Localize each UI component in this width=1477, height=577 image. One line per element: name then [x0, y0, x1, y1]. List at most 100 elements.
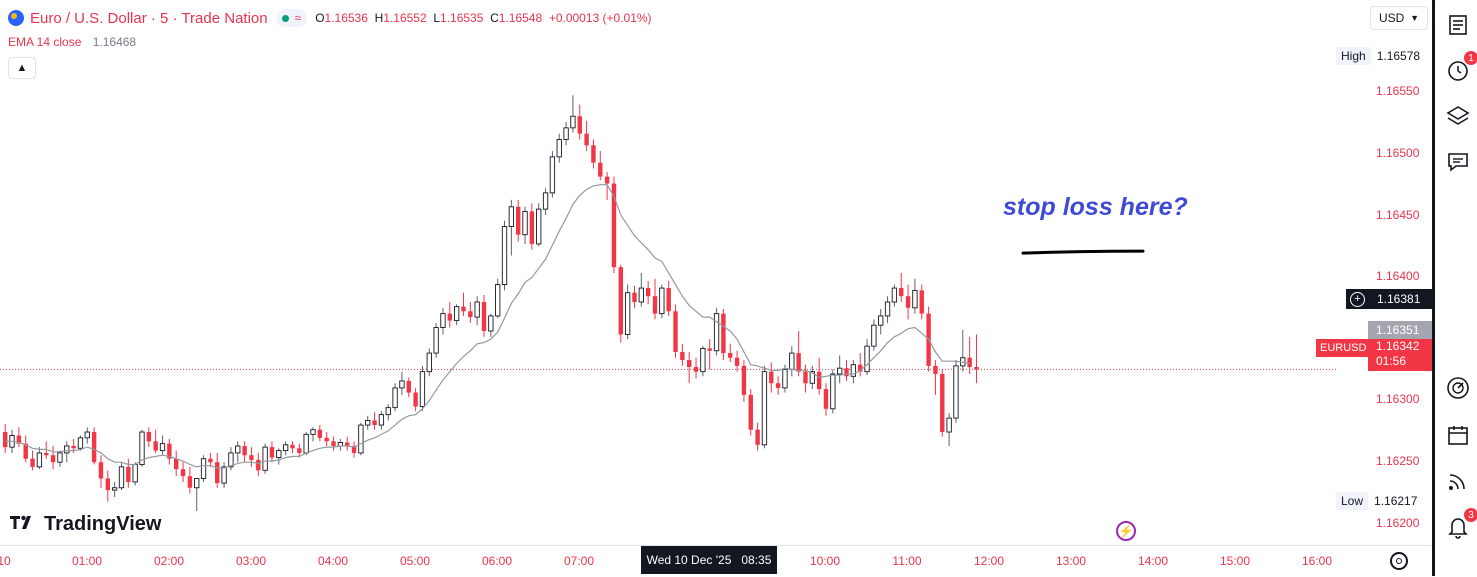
candle-down — [297, 448, 302, 453]
candle-down — [208, 458, 213, 463]
gear-icon[interactable] — [1390, 552, 1408, 570]
candle-down — [290, 444, 295, 449]
candle-down — [769, 371, 774, 384]
candle-down — [98, 462, 104, 479]
candle-up — [570, 115, 576, 129]
candle-up — [159, 443, 166, 452]
low-label: Low 1.16217 — [1336, 492, 1423, 510]
broadcast-icon — [1449, 474, 1465, 490]
candle-up — [282, 444, 289, 452]
broadcast-button[interactable] — [1442, 465, 1474, 497]
add-alert-icon[interactable]: + — [1350, 291, 1365, 307]
candle-down — [269, 447, 275, 458]
candle-up — [659, 287, 665, 315]
candle-up — [830, 373, 836, 410]
candle-up — [891, 287, 898, 303]
candle-up — [399, 380, 405, 389]
candle-down — [146, 432, 152, 442]
alerts-button[interactable]: 1 — [1442, 51, 1477, 86]
candle-up — [488, 315, 494, 332]
candle-up — [118, 466, 125, 489]
candle-up — [132, 464, 138, 483]
ohlc-high: 1.16552 — [383, 11, 427, 25]
layers-button[interactable] — [1442, 100, 1474, 132]
candle-down — [529, 211, 535, 244]
crosshair-price-label[interactable]: + 1.16381 — [1346, 289, 1432, 309]
chat-icon — [1448, 153, 1468, 172]
candle-down — [3, 432, 8, 448]
candle-up — [782, 368, 788, 389]
candle-down — [775, 383, 781, 388]
collapse-legend-button[interactable]: ▲ — [8, 57, 36, 79]
ohlc-change: +0.00013 (+0.01%) — [548, 11, 652, 25]
price-tick: 1.16200 — [1376, 516, 1420, 530]
ohlc-low: 1.16535 — [440, 11, 484, 25]
chevron-down-icon: ▼ — [1410, 13, 1419, 23]
candle-down — [174, 458, 179, 470]
status-pill-glyph: ≈ — [294, 11, 302, 25]
watchlist-button[interactable] — [1442, 9, 1474, 41]
time-tick: 16:00 — [1301, 554, 1333, 568]
chat-button[interactable] — [1442, 146, 1474, 178]
candle-down — [345, 442, 350, 446]
candle-up — [358, 424, 364, 454]
candle-up — [474, 301, 480, 318]
price-tick: 1.16250 — [1376, 454, 1420, 468]
candle-down — [372, 420, 377, 426]
candle-down — [604, 176, 610, 184]
candle-up — [624, 292, 631, 335]
currency-select[interactable]: USD ▼ — [1370, 6, 1428, 30]
candle-up — [228, 452, 234, 468]
speedometer-button[interactable] — [1442, 372, 1474, 404]
candle-down — [481, 302, 487, 332]
candle-down — [933, 365, 938, 374]
time-cursor-label: Wed 10 Dec '25 08:35 — [641, 546, 777, 574]
candle-up — [200, 458, 207, 479]
price-chart[interactable] — [0, 0, 1336, 545]
time-tick: 12:00 — [973, 554, 1005, 568]
watchlist-icon — [1449, 15, 1467, 35]
candle-down — [844, 368, 849, 377]
flash-icon[interactable]: ⚡ — [1116, 521, 1136, 541]
calendar-button[interactable] — [1442, 419, 1474, 451]
candle-up — [276, 450, 282, 459]
candle-down — [734, 357, 740, 366]
candle-down — [858, 364, 863, 372]
candle-down — [249, 455, 254, 460]
candle-down — [741, 365, 747, 395]
time-tick: 15:00 — [1219, 554, 1251, 568]
candle-down — [618, 267, 623, 335]
high-label: High 1.16578 — [1336, 47, 1426, 65]
candle-up — [837, 367, 843, 375]
candle-down — [591, 145, 596, 163]
annotation-text[interactable]: stop loss here? — [1003, 193, 1188, 221]
ema-legend[interactable]: EMA 14 close 1.16468 — [8, 35, 136, 49]
notifications-button[interactable]: 3 — [1442, 508, 1477, 543]
alerts-badge: 1 — [1464, 51, 1477, 65]
last-price-label: 1.16342 01:56 — [1368, 339, 1432, 371]
candle-up — [638, 287, 644, 303]
candle-down — [516, 206, 521, 235]
candle-up — [235, 445, 241, 454]
symbol-title[interactable]: Euro / U.S. Dollar · 5 · Trade Nation — [30, 9, 268, 27]
candle-up — [36, 452, 43, 468]
candle-down — [468, 311, 473, 318]
price-axis[interactable]: High 1.16578 1.16550 1.16500 1.16450 1.16… — [1336, 0, 1432, 545]
candle-up — [419, 371, 426, 407]
market-status-pill[interactable]: ≈ — [275, 9, 308, 27]
candle-down — [816, 371, 822, 390]
candle-down — [317, 429, 323, 438]
candle-down — [755, 429, 760, 445]
candle-down — [324, 437, 329, 442]
ohlc-values: O1.16536 H1.16552 L1.16535 C1.16548 +0.0… — [315, 11, 652, 25]
candle-down — [687, 360, 692, 368]
tradingview-logo[interactable]: TradingView — [10, 513, 161, 536]
ema-label: EMA 14 close — [8, 35, 82, 49]
candle-down — [153, 441, 158, 451]
candle-down — [967, 357, 972, 368]
candle-up — [139, 431, 145, 465]
time-axis[interactable]: 10 01:00 02:00 03:00 04:00 05:00 06:00 0… — [0, 545, 1432, 577]
candle-up — [542, 192, 549, 210]
tradingview-mark-icon — [10, 514, 38, 535]
chart-pane[interactable]: Euro / U.S. Dollar · 5 · Trade Nation ≈ … — [0, 0, 1432, 576]
